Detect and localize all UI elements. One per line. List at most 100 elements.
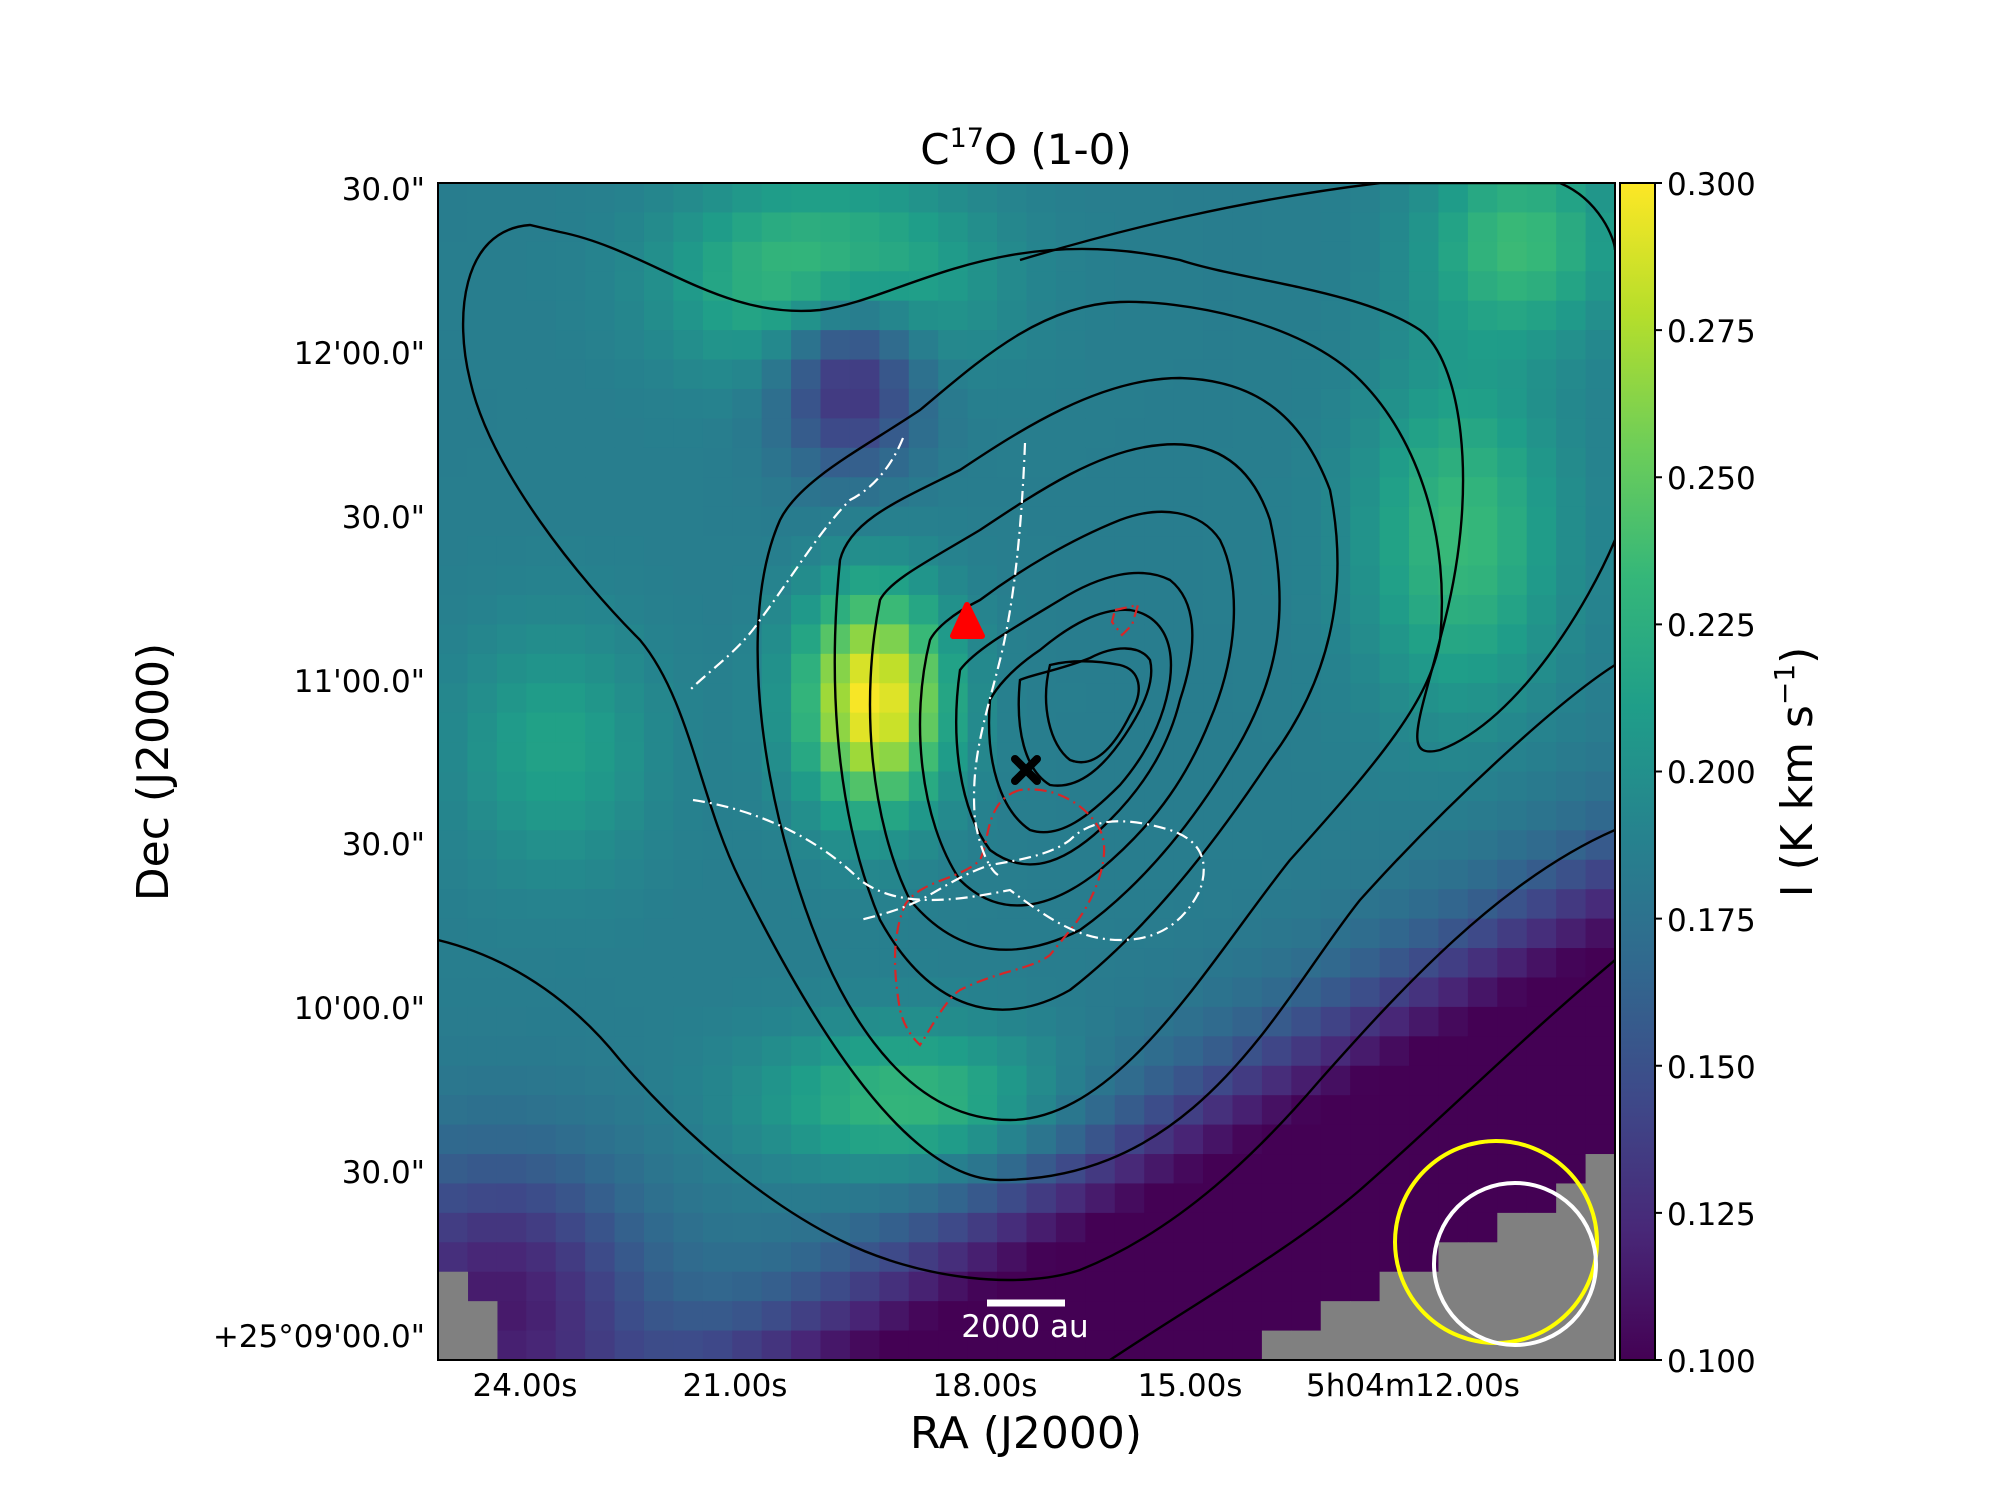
heatmap-cell xyxy=(1409,1036,1440,1067)
heatmap-cell xyxy=(1409,1183,1440,1214)
heatmap-cell xyxy=(1203,800,1234,831)
heatmap-cell xyxy=(585,771,616,802)
heatmap-cell xyxy=(1055,212,1086,243)
heatmap-cell xyxy=(1585,271,1615,302)
heatmap-cell xyxy=(1055,565,1086,596)
heatmap-cell xyxy=(1026,536,1057,567)
heatmap-cell xyxy=(1438,800,1469,831)
heatmap-cell xyxy=(1203,859,1234,890)
heatmap-cell xyxy=(673,859,704,890)
heatmap-cell xyxy=(849,359,880,390)
heatmap-cell xyxy=(1438,1006,1469,1037)
heatmap-cell xyxy=(1556,742,1587,773)
heatmap-cell xyxy=(467,1095,498,1126)
heatmap-cell xyxy=(1526,565,1557,596)
heatmap-cell xyxy=(1526,742,1557,773)
heatmap-cell xyxy=(702,1242,733,1273)
heatmap-cell xyxy=(555,1330,586,1360)
heatmap-cell xyxy=(879,1271,910,1302)
heatmap-cell xyxy=(761,889,792,920)
heatmap-cell xyxy=(643,418,675,449)
heatmap-cell xyxy=(791,1301,822,1332)
heatmap-cell xyxy=(496,1301,527,1332)
heatmap-cell xyxy=(908,300,939,331)
heatmap-cell xyxy=(438,388,469,420)
heatmap-cell xyxy=(938,1065,969,1096)
heatmap-cell xyxy=(997,830,1028,861)
heatmap-cell xyxy=(467,977,498,1008)
heatmap-cell xyxy=(526,477,557,508)
heatmap-cell xyxy=(1467,800,1498,831)
heatmap-cell xyxy=(1350,183,1381,214)
heatmap-cell xyxy=(938,1036,969,1067)
heatmap-cell xyxy=(879,1036,910,1067)
heatmap-cell xyxy=(1085,1006,1116,1037)
heatmap-cell xyxy=(1026,359,1057,390)
heatmap-cell xyxy=(1232,1212,1263,1243)
heatmap-cell xyxy=(702,918,733,949)
heatmap-cell xyxy=(1203,388,1234,420)
heatmap-cell xyxy=(496,1212,527,1243)
heatmap-cell xyxy=(791,212,822,243)
heatmap-cell xyxy=(879,447,910,478)
heatmap-cell xyxy=(1232,1242,1263,1273)
heatmap-cell xyxy=(673,889,704,920)
heatmap-cell xyxy=(1261,1095,1292,1126)
heatmap-cell xyxy=(1409,594,1440,625)
heatmap-cell xyxy=(438,624,469,655)
heatmap-cell xyxy=(1114,1271,1145,1302)
heatmap-cell xyxy=(673,1036,704,1067)
heatmap-cell xyxy=(1055,477,1086,508)
heatmap-cell xyxy=(1232,388,1263,420)
heatmap-cell xyxy=(732,771,763,802)
heatmap-cell xyxy=(732,271,763,302)
heatmap-cell xyxy=(1438,300,1469,331)
masked-cell xyxy=(1350,1330,1381,1360)
heatmap-cell xyxy=(967,477,998,508)
heatmap-cell xyxy=(1173,948,1204,979)
heatmap-cell xyxy=(1350,388,1381,420)
heatmap-cell xyxy=(820,1242,851,1273)
masked-cell xyxy=(1409,1301,1440,1332)
heatmap-cell xyxy=(1409,1212,1440,1243)
heatmap-cell xyxy=(526,183,557,214)
heatmap-cell xyxy=(1291,977,1322,1008)
heatmap-cell xyxy=(849,594,880,625)
heatmap-cell xyxy=(526,1271,557,1302)
heatmap-cell xyxy=(761,1242,792,1273)
heatmap-cell xyxy=(1144,918,1175,949)
heatmap-cell xyxy=(791,1330,822,1360)
heatmap-cell xyxy=(1114,859,1145,890)
heatmap-cell xyxy=(1055,1124,1086,1155)
heatmap-cell xyxy=(732,565,763,596)
heatmap-cell xyxy=(732,447,763,478)
heatmap-cell xyxy=(1291,241,1322,272)
masked-cell xyxy=(1320,1330,1351,1360)
heatmap-cell xyxy=(879,1065,910,1096)
heatmap-cell xyxy=(1526,271,1557,302)
heatmap-cell xyxy=(614,1006,645,1037)
heatmap-cell xyxy=(438,1183,469,1214)
heatmap-cell xyxy=(702,447,733,478)
heatmap-cell xyxy=(1085,1271,1116,1302)
heatmap-cell xyxy=(467,359,498,390)
black-contour-level-5 xyxy=(955,571,1194,866)
heatmap-cell xyxy=(702,418,733,449)
heatmap-cell xyxy=(820,1330,851,1360)
heatmap-cell xyxy=(938,1212,969,1243)
heatmap-cell xyxy=(1438,594,1469,625)
heatmap-cell xyxy=(1467,653,1498,684)
heatmap-cell xyxy=(908,241,939,272)
heatmap-cell xyxy=(879,712,910,743)
colorbar-tick-label: 0.175 xyxy=(1667,903,1756,939)
heatmap-cell xyxy=(467,300,498,331)
heatmap-cell xyxy=(1291,889,1322,920)
heatmap-cell xyxy=(908,977,939,1008)
heatmap-cell xyxy=(1438,889,1469,920)
heatmap-cell xyxy=(908,183,939,214)
heatmap-cell xyxy=(1291,183,1322,214)
heatmap-cell xyxy=(1556,712,1587,743)
heatmap-cell xyxy=(1232,1095,1263,1126)
heatmap-cell xyxy=(496,536,527,567)
heatmap-cell xyxy=(1467,388,1498,420)
